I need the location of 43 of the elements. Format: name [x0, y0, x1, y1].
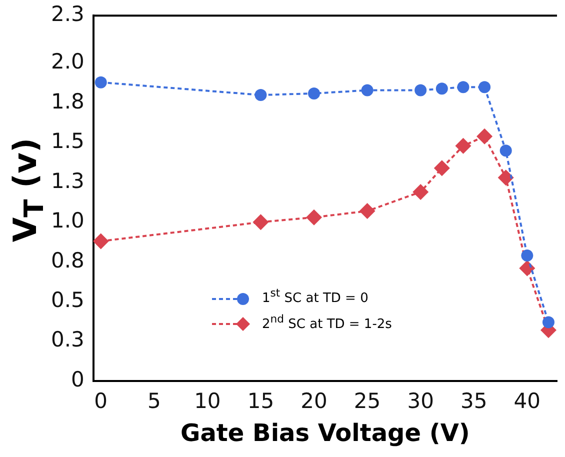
point — [359, 203, 376, 220]
x-tick-label: 30 — [407, 389, 434, 414]
y-tick-label: 0.5 — [50, 288, 84, 312]
point — [308, 87, 320, 100]
x-tick-label: 35 — [460, 389, 488, 414]
y-tick-label: 1.3 — [50, 168, 84, 193]
y-tick-label: 2.3 — [50, 2, 84, 26]
x-tick-label: 0 — [94, 389, 108, 414]
y-tick-label: 0 — [71, 367, 84, 392]
y-tick-label: 1.5 — [50, 129, 84, 154]
y-tick-label: 0.8 — [50, 248, 84, 272]
legend-label: 1$^{st}$ SC at TD = 0 — [262, 287, 368, 306]
x-tick-label: 10 — [194, 389, 221, 414]
point — [412, 184, 429, 200]
x-tick-label: 40 — [514, 389, 541, 414]
point — [500, 144, 512, 157]
point — [434, 160, 450, 176]
x-tick-label: 5 — [147, 389, 161, 414]
point — [498, 170, 514, 186]
point — [252, 214, 269, 230]
x-axis-title: Gate Bias Voltage (V) — [180, 418, 470, 447]
x-tick-label: 25 — [354, 389, 381, 414]
point — [414, 84, 427, 96]
point — [476, 128, 493, 144]
y-tick-label: 1.8 — [50, 89, 84, 114]
y-tick-label: 2.0 — [50, 50, 84, 74]
legend-label: 2$^{nd}$ SC at TD = 1-2s — [262, 312, 392, 332]
point — [436, 82, 448, 95]
y-tick-label: 0.3 — [50, 328, 84, 352]
point — [457, 81, 470, 94]
x-tick-label: 15 — [247, 389, 274, 414]
point — [542, 316, 554, 328]
point — [93, 233, 109, 250]
point — [519, 260, 536, 276]
point — [94, 76, 107, 88]
point — [455, 138, 472, 154]
point — [361, 84, 374, 96]
x-tick-label: 20 — [300, 389, 328, 414]
point — [521, 249, 534, 262]
y-tick-label: 1.0 — [50, 208, 84, 233]
point — [478, 81, 491, 94]
point — [306, 209, 322, 226]
point — [254, 89, 267, 102]
